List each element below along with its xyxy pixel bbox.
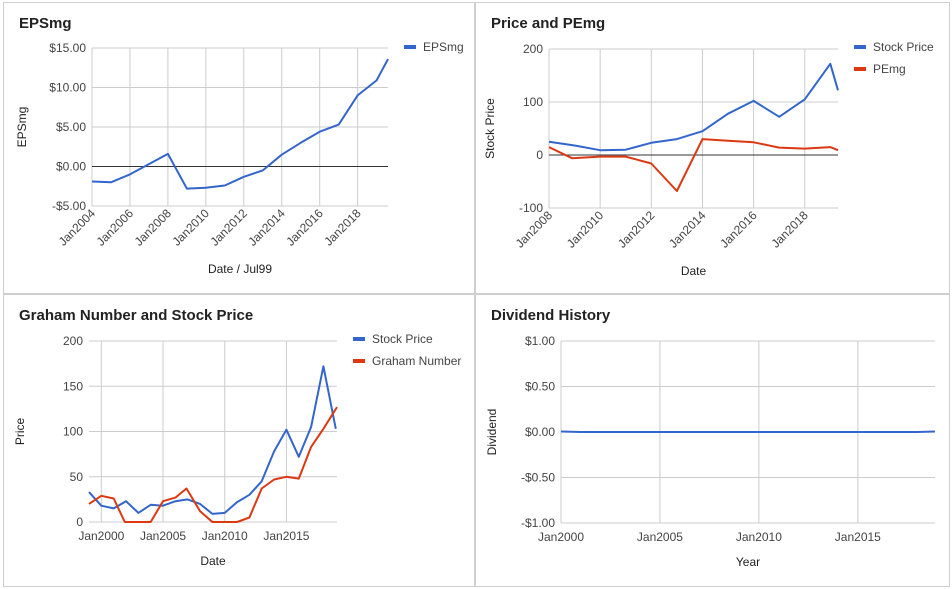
legend-swatch [854,67,866,71]
x-axis-title: Date [200,554,226,568]
series-line [88,365,337,515]
chart-title: EPSmg [19,15,72,32]
y-tick-label: -$5.00 [52,199,86,213]
x-tick-label: Jan2014 [245,206,288,249]
y-tick-label: $0.00 [56,160,86,174]
y-axis-title: Price [13,418,27,446]
y-tick-label: $15.00 [49,41,86,55]
x-tick-label: Jan2012 [615,208,658,251]
legend-swatch [404,45,416,49]
y-tick-label: 150 [63,379,83,393]
x-tick-label: Jan2016 [717,208,760,251]
series-line [548,62,839,152]
x-axis-title: Year [736,555,760,569]
x-tick-label: Jan2012 [207,206,250,249]
x-tick-label: Jan2008 [132,206,175,249]
y-tick-label: $1.00 [525,334,555,348]
chart-title: Dividend History [491,307,611,324]
y-tick-label: $5.00 [56,120,86,134]
x-tick-label: Jan2000 [78,529,124,543]
x-tick-label: Jan2015 [835,530,881,544]
series-line [548,138,839,192]
y-tick-label: -$1.00 [521,516,555,530]
y-tick-label: 50 [70,470,84,484]
legend-label: Stock Price [873,40,934,54]
y-axis-title: Stock Price [483,98,497,159]
x-tick-label: Jan2005 [140,529,186,543]
y-tick-label: 100 [523,95,543,109]
series-line [91,58,389,190]
x-tick-label: Jan2015 [263,529,309,543]
legend-swatch [854,45,866,49]
y-axis-title: EPSmg [15,107,29,148]
x-axis-title: Date / Jul99 [208,262,272,276]
dividend-history-chart-panel: $1.00 $0.50 $0.00 -$0.50 -$1.00 Jan2000 Jan200… [475,294,950,587]
y-tick-label: 100 [63,425,83,439]
legend-swatch [353,337,365,341]
y-tick-label: 0 [536,148,543,162]
x-axis-title: Date [681,264,707,278]
x-tick-label: Jan2005 [637,530,683,544]
x-tick-label: Jan2006 [94,206,137,249]
series-line [560,430,936,433]
chart-title: Price and PEmg [491,15,606,32]
x-tick-label: Jan2016 [283,206,326,249]
legend-swatch [353,359,365,363]
y-axis-title: Dividend [485,409,499,456]
x-tick-label: Jan2010 [736,530,782,544]
y-tick-label: $0.50 [525,380,555,394]
x-tick-label: Jan2018 [768,208,811,251]
x-tick-label: Jan2000 [538,530,584,544]
series-line [88,406,338,523]
x-tick-label: Jan2018 [321,206,364,249]
y-tick-label: $10.00 [49,81,86,95]
legend-label: Graham Number [372,354,461,368]
legend-label: PEmg [873,62,906,76]
x-tick-label: Jan2010 [170,206,213,249]
chart-svg: $15.00$10.00$5.00$0.00-$5.00Jan2004Jan20… [15,40,464,276]
y-tick-label: -$0.50 [521,471,555,485]
graham-number-chart-panel: 200 150 100 50 0 Jan2000 Jan2005 Jan2010 Jan2015… [3,294,475,587]
chart-title: Graham Number and Stock Price [19,307,254,324]
y-tick-label: -100 [519,201,543,215]
y-tick-label: 0 [76,515,83,529]
price-pemg-chart-panel: 200 100 0 -100 Jan2008 Jan2010 Jan2012 Jan2014 J… [475,2,950,294]
x-tick-label: Jan2014 [666,208,709,251]
epsmg-chart-panel: $15.00 $10.00 $5.00 $0.00 -$5.00 Jan2004 Jan20… [3,2,475,294]
legend-label: Stock Price [372,332,433,346]
y-tick-label: 200 [523,42,543,56]
y-tick-label: $0.00 [525,425,555,439]
x-tick-label: Jan2010 [564,208,607,251]
x-tick-label: Jan2010 [202,529,248,543]
legend-label: EPSmg [423,40,464,54]
y-tick-label: 200 [63,334,83,348]
